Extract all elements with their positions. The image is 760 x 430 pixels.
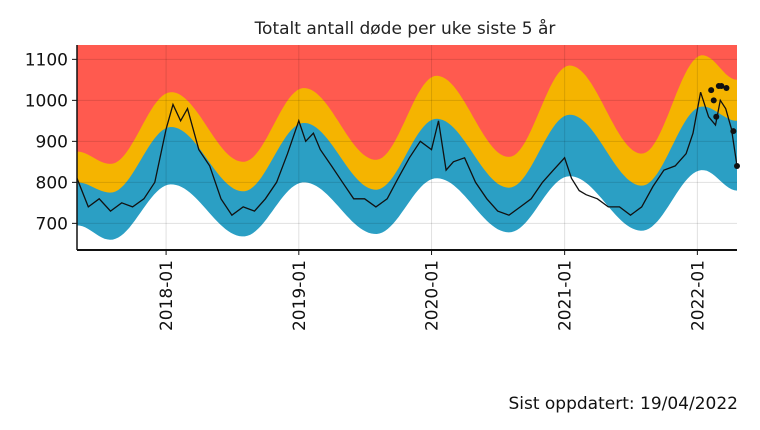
series-line bbox=[77, 91, 737, 217]
band-low bbox=[77, 170, 737, 250]
data-point bbox=[710, 97, 717, 104]
data-point bbox=[708, 87, 715, 94]
y-tick-label: 1100 bbox=[25, 50, 68, 70]
data-point bbox=[718, 83, 725, 89]
x-tick-label: 2022-01 bbox=[688, 260, 708, 331]
data-point bbox=[734, 162, 740, 169]
chart: Totalt antall døde per uke siste 5 år 70… bbox=[25, 18, 740, 331]
y-tick-label: 900 bbox=[36, 132, 68, 152]
axes bbox=[72, 45, 737, 255]
x-tick-label: 2020-01 bbox=[423, 260, 443, 331]
x-tick-label: 2018-01 bbox=[157, 260, 177, 331]
tick-labels: 700 800 900 1000 1100 2018-01 2019-01 2020-01 20… bbox=[25, 50, 709, 331]
y-tick-label: 700 bbox=[36, 214, 68, 234]
y-tick-label: 1000 bbox=[25, 91, 68, 111]
x-tick-label: 2021-01 bbox=[556, 260, 576, 331]
data-point bbox=[730, 128, 737, 135]
x-tick-label: 2019-01 bbox=[290, 260, 310, 331]
last-updated-label: Sist oppdatert: 19/04/2022 bbox=[508, 394, 738, 414]
plot-area bbox=[77, 45, 737, 250]
chart-title: Totalt antall døde per uke siste 5 år bbox=[254, 18, 556, 39]
grid bbox=[77, 45, 737, 250]
data-point bbox=[713, 113, 720, 120]
y-tick-label: 800 bbox=[36, 173, 68, 193]
data-point bbox=[723, 85, 730, 92]
